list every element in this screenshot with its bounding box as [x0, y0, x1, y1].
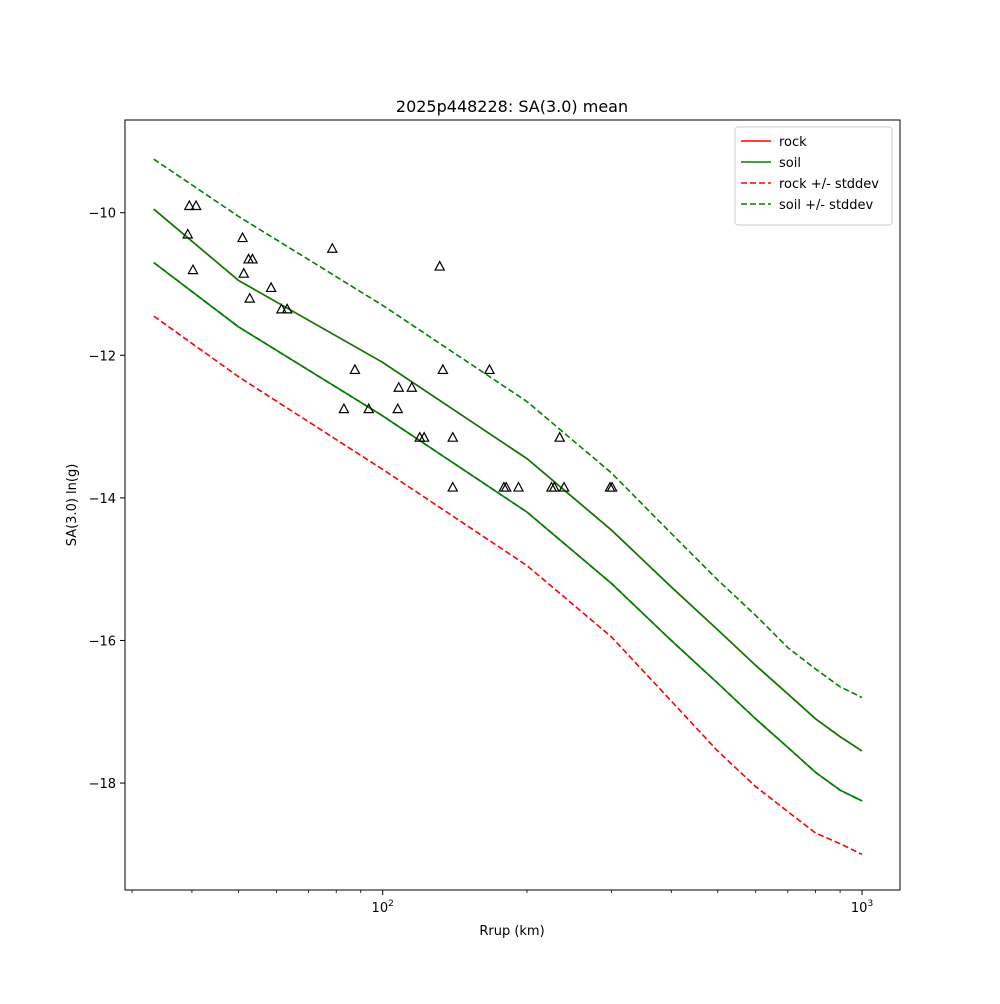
axes-frame	[124, 119, 901, 891]
observation-marker	[281, 303, 293, 314]
observation-marker	[500, 481, 512, 492]
observation-marker	[434, 260, 446, 271]
legend: rock soil rock +/- stddev soil +/- stddev	[734, 126, 893, 226]
x-tick-label: 103	[851, 899, 873, 916]
legend-label: soil	[779, 156, 801, 171]
observation-marker	[183, 199, 195, 211]
x-tick-exponent: 3	[867, 899, 873, 909]
y-tick-label: −14	[89, 492, 116, 507]
y-tick-label: −10	[89, 207, 116, 222]
y-tick-label: −12	[89, 349, 116, 364]
observation-marker	[558, 481, 570, 492]
legend-label: rock	[779, 135, 807, 150]
series-line-1	[153, 208, 863, 752]
observation-marker	[554, 431, 566, 442]
series-line-6	[153, 261, 863, 802]
y-tick-label: −16	[89, 634, 116, 649]
legend-box	[734, 126, 893, 226]
observation-marker	[483, 363, 496, 375]
observation-marker	[512, 481, 525, 492]
observation-marker	[326, 242, 338, 253]
observation-marker	[187, 263, 199, 275]
legend-label: soil +/- stddev	[779, 198, 874, 213]
series-line-2	[153, 315, 863, 856]
observation-marker	[275, 303, 288, 314]
plot-area	[153, 158, 863, 856]
observation-marker	[406, 381, 418, 392]
series-line-0	[153, 208, 863, 752]
observation-marker	[238, 267, 250, 278]
observation-marker	[182, 228, 194, 239]
series-line-3	[153, 158, 863, 699]
legend-label: rock +/- stddev	[779, 177, 879, 192]
y-tick-label: −18	[89, 777, 116, 792]
x-tick-exponent: 2	[388, 899, 394, 909]
series-line-4	[153, 261, 863, 802]
x-tick-label: 102	[372, 899, 394, 916]
x-tick-base: 10	[851, 901, 868, 916]
series-line-5	[153, 261, 863, 802]
x-axis-label: Rrup (km)	[479, 924, 544, 939]
observation-marker	[437, 363, 449, 375]
observation-marker	[363, 402, 375, 414]
observation-marker	[393, 381, 405, 392]
observation-marker	[265, 281, 277, 293]
observation-marker	[246, 253, 259, 264]
x-tick-base: 10	[372, 901, 389, 916]
observation-marker	[418, 431, 430, 442]
observation-marker	[548, 481, 560, 492]
observation-marker	[349, 363, 361, 375]
chart-title: 2025p448228: SA(3.0) mean	[396, 97, 628, 116]
observation-marker	[236, 231, 249, 243]
observation-marker	[447, 481, 459, 492]
observation-marker	[244, 292, 256, 303]
observation-marker	[338, 402, 350, 414]
observation-marker	[606, 481, 618, 492]
observation-marker	[392, 402, 404, 414]
observation-marker	[447, 431, 459, 442]
observation-marker	[190, 199, 202, 211]
y-axis-label: SA(3.0) ln(g)	[65, 464, 80, 547]
